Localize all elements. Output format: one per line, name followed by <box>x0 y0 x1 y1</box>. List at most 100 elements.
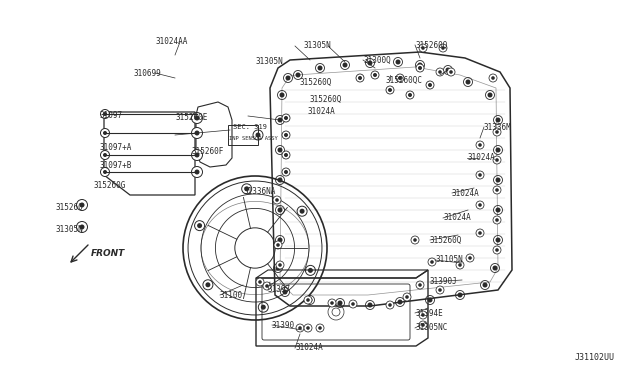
Circle shape <box>418 66 422 70</box>
Text: 31394E: 31394E <box>415 308 443 317</box>
Circle shape <box>351 302 355 306</box>
Circle shape <box>273 196 281 204</box>
Circle shape <box>426 81 434 89</box>
Circle shape <box>263 282 271 290</box>
Circle shape <box>483 282 488 288</box>
Text: 310699: 310699 <box>133 68 161 77</box>
Circle shape <box>493 216 501 224</box>
Circle shape <box>428 83 432 87</box>
Text: 31336M: 31336M <box>484 122 512 131</box>
Circle shape <box>284 116 288 120</box>
Circle shape <box>100 128 109 138</box>
Circle shape <box>495 208 500 212</box>
Text: 31100: 31100 <box>220 291 243 299</box>
Text: 31305N: 31305N <box>255 58 283 67</box>
Circle shape <box>488 93 493 97</box>
Circle shape <box>100 109 109 119</box>
Circle shape <box>103 112 107 116</box>
Circle shape <box>191 150 202 160</box>
Circle shape <box>300 209 305 214</box>
Circle shape <box>495 130 499 134</box>
Circle shape <box>282 289 287 295</box>
Circle shape <box>495 148 500 153</box>
Circle shape <box>468 256 472 260</box>
Circle shape <box>436 286 444 294</box>
Circle shape <box>445 67 451 73</box>
Circle shape <box>398 76 402 80</box>
Circle shape <box>478 173 482 177</box>
Circle shape <box>261 305 266 310</box>
Text: 315260G: 315260G <box>94 180 126 189</box>
Circle shape <box>278 237 282 243</box>
Circle shape <box>421 46 425 50</box>
Circle shape <box>195 115 200 121</box>
Circle shape <box>492 76 495 80</box>
Circle shape <box>328 299 336 307</box>
Circle shape <box>275 266 280 270</box>
Circle shape <box>275 198 279 202</box>
Circle shape <box>342 62 348 67</box>
Text: J31102UU: J31102UU <box>575 353 615 362</box>
Circle shape <box>388 303 392 307</box>
Text: 31305NC: 31305NC <box>415 324 447 333</box>
Circle shape <box>478 203 482 207</box>
Circle shape <box>493 128 501 136</box>
Circle shape <box>495 118 500 122</box>
Text: 315260Q: 315260Q <box>415 41 447 49</box>
Circle shape <box>195 131 200 135</box>
Text: 315260F: 315260F <box>192 147 225 155</box>
Circle shape <box>100 151 109 160</box>
Circle shape <box>280 93 285 97</box>
Circle shape <box>367 61 372 65</box>
Circle shape <box>418 283 422 287</box>
Text: 31024A: 31024A <box>443 214 471 222</box>
Text: 31300Q: 31300Q <box>363 55 391 64</box>
Circle shape <box>396 74 404 82</box>
Circle shape <box>100 167 109 176</box>
Text: 31024A: 31024A <box>467 154 495 163</box>
Circle shape <box>278 118 282 122</box>
Circle shape <box>284 170 288 174</box>
Circle shape <box>449 70 453 74</box>
Circle shape <box>282 131 290 139</box>
Text: 31097: 31097 <box>100 112 123 121</box>
Circle shape <box>330 301 334 305</box>
Circle shape <box>476 171 484 179</box>
Text: 315260Q: 315260Q <box>300 77 332 87</box>
Circle shape <box>436 68 444 76</box>
Circle shape <box>495 158 499 162</box>
Text: 31336NA: 31336NA <box>243 187 275 196</box>
Circle shape <box>244 186 249 191</box>
Circle shape <box>197 223 202 228</box>
Circle shape <box>493 156 501 164</box>
Circle shape <box>282 114 290 122</box>
Circle shape <box>77 221 88 232</box>
Circle shape <box>386 301 394 309</box>
Circle shape <box>278 263 282 267</box>
Circle shape <box>358 76 362 80</box>
Circle shape <box>465 80 470 84</box>
Circle shape <box>466 254 474 262</box>
Circle shape <box>79 224 84 230</box>
Circle shape <box>191 128 202 138</box>
Circle shape <box>356 74 364 82</box>
Circle shape <box>478 143 482 147</box>
Circle shape <box>416 64 424 72</box>
Circle shape <box>205 282 211 287</box>
Circle shape <box>456 261 464 269</box>
Circle shape <box>421 313 425 317</box>
Circle shape <box>285 76 291 80</box>
Text: 315260Q: 315260Q <box>310 94 342 103</box>
Circle shape <box>306 298 310 302</box>
Text: 315260QC: 315260QC <box>385 76 422 84</box>
Text: 31024A: 31024A <box>452 189 480 198</box>
Text: INP SENSOR ASSY: INP SENSOR ASSY <box>229 135 278 141</box>
Circle shape <box>255 132 260 138</box>
Circle shape <box>276 243 280 247</box>
Text: 315260Q: 315260Q <box>430 235 462 244</box>
Circle shape <box>439 44 447 52</box>
Circle shape <box>428 298 433 302</box>
Circle shape <box>458 292 463 298</box>
Text: 315260E: 315260E <box>175 113 207 122</box>
Circle shape <box>478 231 482 235</box>
